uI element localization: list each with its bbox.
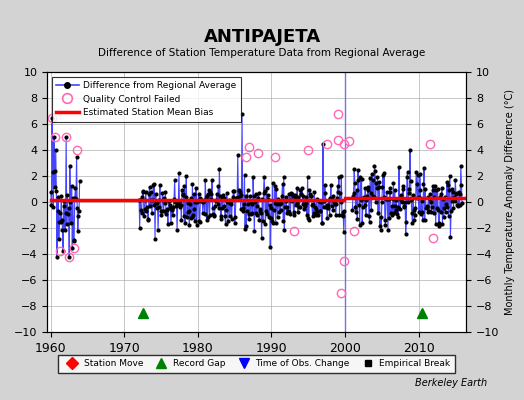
Text: ANTIPAJETA: ANTIPAJETA [203, 28, 321, 46]
Text: Berkeley Earth: Berkeley Earth [415, 378, 487, 388]
Y-axis label: Monthly Temperature Anomaly Difference (°C): Monthly Temperature Anomaly Difference (… [505, 89, 515, 315]
Text: Difference of Station Temperature Data from Regional Average: Difference of Station Temperature Data f… [99, 48, 425, 58]
Legend: Station Move, Record Gap, Time of Obs. Change, Empirical Break: Station Move, Record Gap, Time of Obs. C… [59, 355, 455, 373]
Legend: Difference from Regional Average, Quality Control Failed, Estimated Station Mean: Difference from Regional Average, Qualit… [52, 76, 241, 122]
